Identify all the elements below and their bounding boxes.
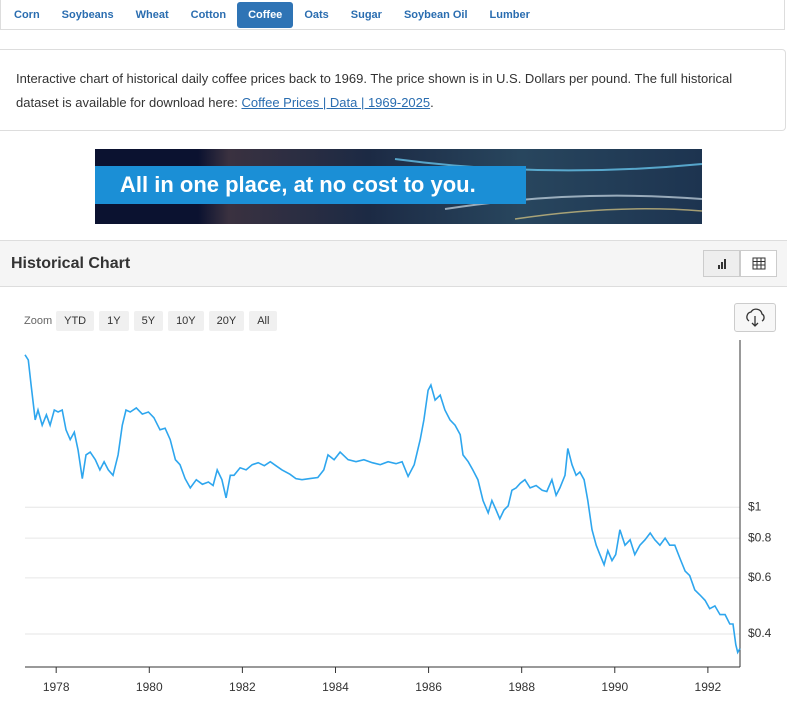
y-tick-label: $0.6 (748, 570, 772, 584)
x-tick-label: 1984 (322, 680, 349, 694)
tab[interactable]: Oats (304, 8, 329, 21)
zoom-button[interactable]: 5Y (133, 311, 164, 331)
tab[interactable]: Corn (14, 8, 40, 21)
chart-icon (718, 259, 726, 269)
panel-header: Historical Chart (0, 240, 787, 287)
zoom-button[interactable]: 10Y (168, 311, 204, 331)
y-tick-label: $0.8 (748, 530, 772, 544)
tab[interactable]: Coffee (237, 1, 294, 28)
x-tick-label: 1988 (508, 680, 535, 694)
description: Interactive chart of historical daily co… (0, 49, 786, 131)
tab[interactable]: Lumber (489, 8, 530, 21)
zoom-button[interactable]: 1Y (99, 311, 129, 331)
description-text: Interactive chart of historical daily co… (16, 71, 733, 110)
banner-text: All in one place, at no cost to you. (95, 166, 526, 204)
x-tick-label: 1978 (43, 680, 70, 694)
y-tick-label: $0.4 (748, 626, 772, 640)
tab[interactable]: Wheat (135, 8, 169, 21)
data-link[interactable]: Coffee Prices | Data | 1969-2025 (241, 95, 431, 110)
x-tick-label: 1986 (415, 680, 442, 694)
x-tick-label: 1980 (136, 680, 163, 694)
tab[interactable]: Soybeans (61, 8, 114, 21)
tab[interactable]: Sugar (350, 8, 382, 21)
tab[interactable]: Soybean Oil (403, 8, 468, 21)
download-icon (746, 308, 765, 327)
description-text: . (430, 95, 434, 110)
x-tick-label: 1992 (695, 680, 722, 694)
banner-art (394, 158, 702, 220)
table-view-button[interactable] (740, 250, 777, 277)
zoom-label: Zoom (24, 315, 53, 327)
price-line (24, 354, 741, 655)
chart: $0.4 $0.6 $0.8 $1 1978 1980 1982 1984 1986 1988 19… (24, 340, 772, 694)
zoom-button[interactable]: All (249, 311, 278, 331)
tab-bar: Corn Soybeans Wheat Cotton Coffee Oats Sugar So… (0, 0, 785, 30)
zoom-button[interactable]: 20Y (208, 311, 245, 331)
ad-banner[interactable]: All in one place, at no cost to you. (95, 149, 702, 224)
zoom-button[interactable]: YTD (56, 311, 95, 331)
table-icon (752, 257, 766, 270)
tab[interactable]: Cotton (190, 8, 227, 21)
x-tick-label: 1982 (229, 680, 256, 694)
x-tick-label: 1990 (601, 680, 628, 694)
chart-view-button[interactable] (703, 250, 740, 277)
panel-title: Historical Chart (11, 255, 131, 272)
download-button[interactable] (734, 303, 776, 332)
zoom-bar: Zoom YTD 1Y 5Y 10Y 20Y All (24, 311, 282, 331)
y-tick-label: $1 (748, 499, 762, 513)
